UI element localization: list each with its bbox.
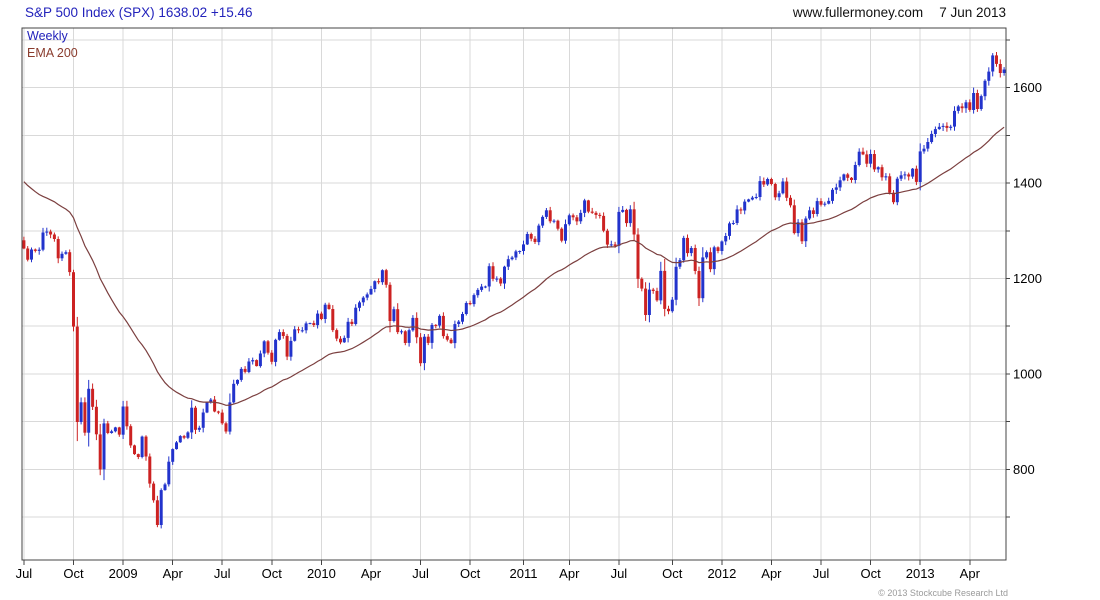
svg-text:2012: 2012 [707, 566, 736, 581]
chart-header: S&P 500 Index (SPX) 1638.02 +15.46 www.f… [0, 0, 1100, 24]
svg-text:Oct: Oct [460, 566, 481, 581]
svg-text:2010: 2010 [307, 566, 336, 581]
svg-text:Jul: Jul [16, 566, 33, 581]
svg-text:Jul: Jul [813, 566, 830, 581]
svg-text:Oct: Oct [63, 566, 84, 581]
svg-text:Apr: Apr [960, 566, 981, 581]
svg-text:1600: 1600 [1013, 80, 1042, 95]
chart-legend: Weekly EMA 200 [27, 28, 78, 62]
svg-text:2011: 2011 [510, 566, 538, 581]
svg-text:800: 800 [1013, 462, 1035, 477]
svg-text:Oct: Oct [662, 566, 683, 581]
svg-text:1400: 1400 [1013, 176, 1042, 191]
chart-area: Jul Oct 2009 Apr Jul Oct 2010 Apr Jul Oct 2011 Apr J… [0, 24, 1100, 600]
svg-text:Oct: Oct [860, 566, 881, 581]
svg-text:Apr: Apr [761, 566, 782, 581]
svg-text:Jul: Jul [412, 566, 429, 581]
svg-text:Jul: Jul [214, 566, 231, 581]
svg-text:2009: 2009 [109, 566, 138, 581]
header-right: www.fullermoney.com 7 Jun 2013 [793, 5, 1006, 20]
svg-text:Apr: Apr [559, 566, 580, 581]
price-chart: Jul Oct 2009 Apr Jul Oct 2010 Apr Jul Oct 2011 Apr J… [16, 27, 1042, 581]
svg-text:Oct: Oct [262, 566, 283, 581]
svg-text:1200: 1200 [1013, 271, 1042, 286]
svg-text:Apr: Apr [163, 566, 184, 581]
svg-text:1000: 1000 [1013, 366, 1042, 381]
svg-text:Apr: Apr [361, 566, 382, 581]
legend-weekly-label: Weekly [27, 29, 68, 43]
copyright-notice: © 2013 Stockcube Research Ltd [878, 588, 1008, 598]
legend-ema-label: EMA 200 [27, 46, 78, 60]
website-link[interactable]: www.fullermoney.com [792, 4, 924, 20]
svg-text:Jul: Jul [611, 566, 628, 581]
header-date: 7 Jun 2013 [939, 4, 1006, 20]
chart-title: S&P 500 Index (SPX) 1638.02 +15.46 [25, 4, 253, 20]
svg-text:2013: 2013 [906, 566, 935, 581]
